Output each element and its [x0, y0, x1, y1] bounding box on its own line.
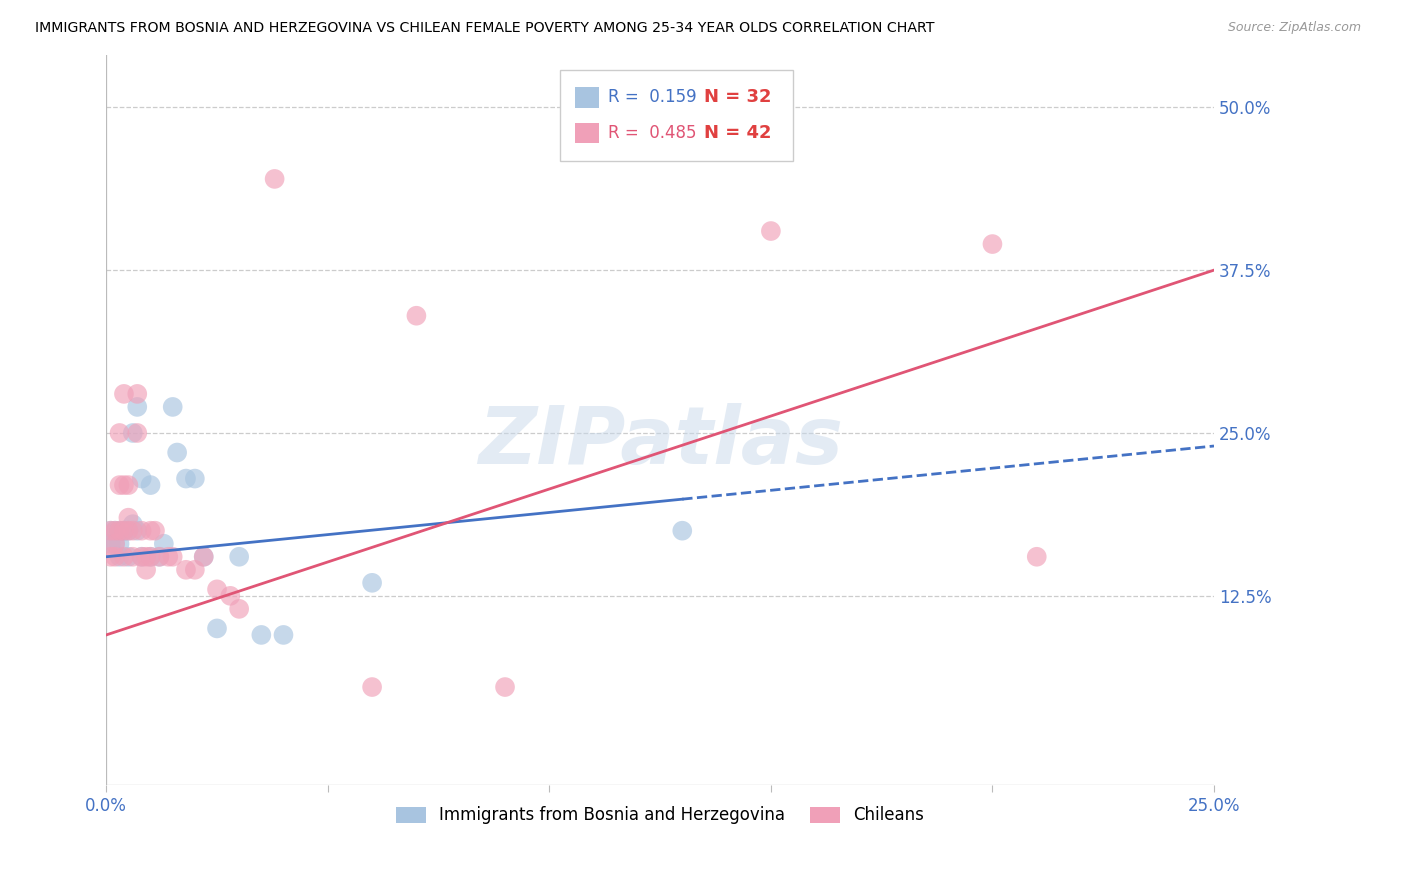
Point — [135, 549, 157, 564]
Point — [127, 425, 149, 440]
Point — [117, 510, 139, 524]
Legend: Immigrants from Bosnia and Herzegovina, Chileans: Immigrants from Bosnia and Herzegovina, … — [389, 800, 931, 831]
Point — [135, 563, 157, 577]
Point — [121, 425, 143, 440]
Point — [228, 549, 250, 564]
Point — [184, 563, 207, 577]
Point — [112, 524, 135, 538]
Point — [104, 524, 127, 538]
Point — [108, 425, 131, 440]
Point — [273, 628, 295, 642]
Point — [121, 517, 143, 532]
Point — [228, 602, 250, 616]
Point — [108, 524, 131, 538]
Point — [104, 537, 127, 551]
Point — [131, 549, 153, 564]
Text: N = 32: N = 32 — [704, 88, 772, 106]
Point — [100, 549, 122, 564]
Point — [139, 524, 162, 538]
Point — [162, 400, 184, 414]
Point — [100, 524, 122, 538]
Point — [148, 549, 170, 564]
Point — [100, 524, 122, 538]
Point — [157, 549, 180, 564]
Point — [250, 628, 273, 642]
Text: R =  0.159: R = 0.159 — [607, 88, 697, 106]
Point — [121, 524, 143, 538]
Point — [153, 537, 176, 551]
Point — [127, 387, 149, 401]
Point — [193, 549, 215, 564]
Point — [166, 445, 188, 459]
Point — [162, 549, 184, 564]
Point — [139, 549, 162, 564]
Point — [108, 478, 131, 492]
Point — [205, 621, 228, 635]
Point — [131, 549, 153, 564]
FancyBboxPatch shape — [561, 70, 793, 161]
Point — [108, 549, 131, 564]
Point — [219, 589, 242, 603]
Point — [131, 472, 153, 486]
Point — [108, 537, 131, 551]
Point — [139, 549, 162, 564]
Point — [494, 680, 516, 694]
Bar — [575, 87, 599, 108]
Point — [148, 549, 170, 564]
Point — [117, 478, 139, 492]
Point — [112, 524, 135, 538]
Point — [121, 549, 143, 564]
Point — [981, 237, 1004, 252]
Point — [759, 224, 782, 238]
Point — [117, 524, 139, 538]
Text: IMMIGRANTS FROM BOSNIA AND HERZEGOVINA VS CHILEAN FEMALE POVERTY AMONG 25-34 YEA: IMMIGRANTS FROM BOSNIA AND HERZEGOVINA V… — [35, 21, 935, 35]
Point — [104, 524, 127, 538]
Point — [100, 537, 122, 551]
Point — [361, 575, 384, 590]
Point — [361, 680, 384, 694]
Point — [127, 524, 149, 538]
Bar — [575, 123, 599, 144]
Point — [405, 309, 427, 323]
Point — [108, 524, 131, 538]
Point — [112, 387, 135, 401]
Point — [139, 478, 162, 492]
Text: N = 42: N = 42 — [704, 124, 772, 142]
Point — [117, 549, 139, 564]
Point — [112, 478, 135, 492]
Text: R =  0.485: R = 0.485 — [607, 124, 696, 142]
Point — [104, 549, 127, 564]
Point — [104, 537, 127, 551]
Point — [184, 472, 207, 486]
Point — [112, 524, 135, 538]
Text: ZIPatlas: ZIPatlas — [478, 403, 842, 481]
Point — [174, 563, 197, 577]
Point — [127, 400, 149, 414]
Point — [263, 172, 285, 186]
Point — [193, 549, 215, 564]
Point — [112, 549, 135, 564]
Point — [174, 472, 197, 486]
Point — [117, 524, 139, 538]
Point — [1025, 549, 1047, 564]
Point — [671, 524, 693, 538]
Text: Source: ZipAtlas.com: Source: ZipAtlas.com — [1227, 21, 1361, 34]
Point — [131, 524, 153, 538]
Point — [205, 582, 228, 597]
Point — [143, 524, 166, 538]
